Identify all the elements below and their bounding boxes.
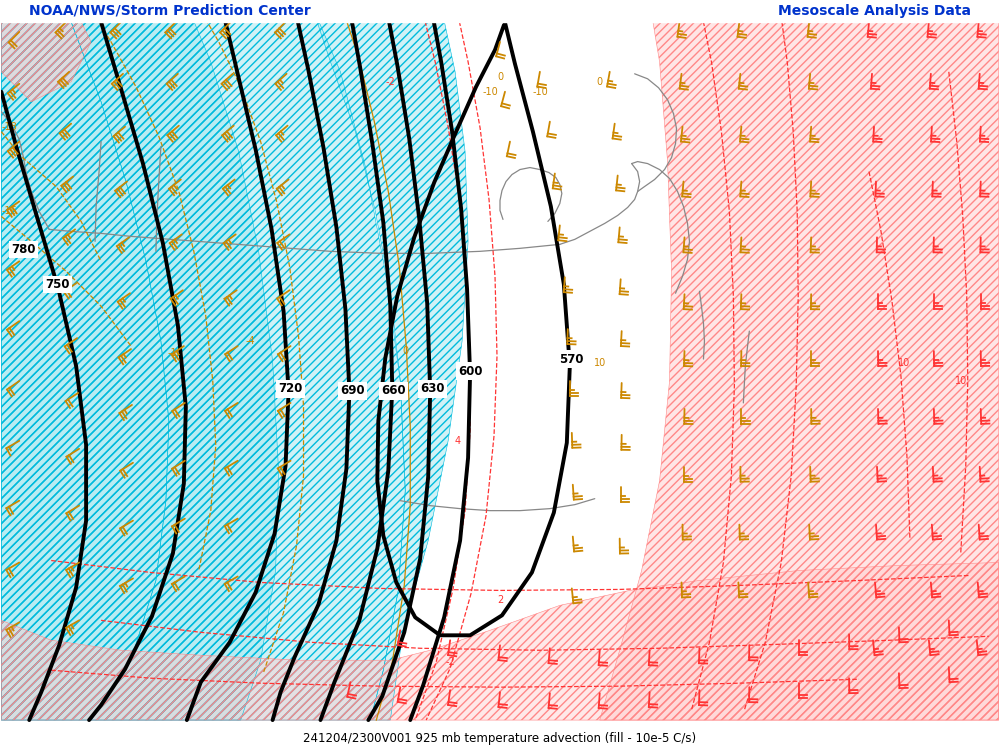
Text: 0: 0 [497,72,503,82]
Text: 241204/2300V001 925 mb temperature advection (fill - 10e-5 C/s): 241204/2300V001 925 mb temperature advec… [303,731,697,745]
Text: 4: 4 [455,436,461,445]
Text: 780: 780 [11,243,36,256]
Text: 720: 720 [278,382,303,395]
Text: 570: 570 [560,352,584,365]
Text: 750: 750 [45,278,69,291]
Polygon shape [1,562,999,720]
Text: 2: 2 [497,596,503,605]
Text: 600: 600 [458,364,482,377]
Text: -4: -4 [246,336,255,346]
Text: -10: -10 [532,87,548,97]
Polygon shape [1,2,169,720]
Text: 10: 10 [898,358,910,368]
Text: -16: -16 [1,206,17,217]
Bar [1,0,999,22]
Text: -2: -2 [445,657,455,668]
Text: -10: -10 [482,87,498,97]
Text: -2: -2 [385,76,395,87]
Polygon shape [600,2,999,720]
Text: -18: -18 [1,122,17,132]
Polygon shape [1,2,405,720]
Text: 0: 0 [402,346,408,356]
Text: NOAA/NWS/Storm Prediction Center: NOAA/NWS/Storm Prediction Center [29,4,311,18]
Text: 10: 10 [955,376,967,386]
Text: 690: 690 [340,385,365,398]
Text: 660: 660 [381,385,406,398]
Text: 630: 630 [420,382,444,395]
Text: 2: 2 [432,386,438,396]
Polygon shape [1,2,279,720]
Polygon shape [1,2,91,102]
Text: -10: -10 [168,348,184,358]
Polygon shape [311,2,468,720]
Text: Mesoscale Analysis Data: Mesoscale Analysis Data [778,4,971,18]
Text: 10: 10 [594,358,606,368]
Text: 0: 0 [597,76,603,87]
